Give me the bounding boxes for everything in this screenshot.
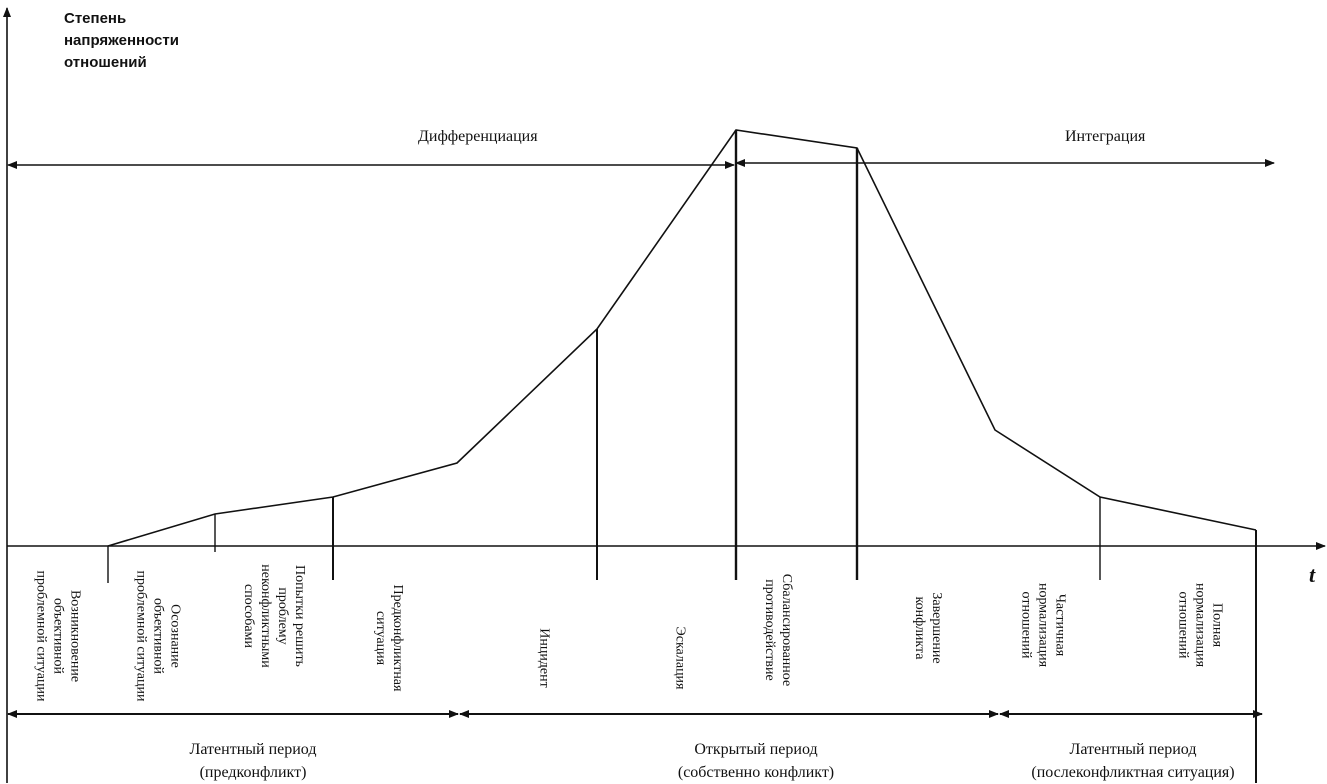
period-sub: (собственно конфликт) bbox=[677, 764, 835, 781]
x-axis-label: t bbox=[1309, 562, 1316, 587]
stage-dividers bbox=[107, 130, 1257, 783]
y-axis-label: Степень напряженности отношений bbox=[64, 10, 179, 71]
stage-label: Попытки решить проблему неконфликтными с… bbox=[241, 564, 307, 668]
period-sub: (предконфликт) bbox=[199, 764, 307, 781]
tension-curve bbox=[107, 129, 1257, 547]
period-latent-post: Латентный период (послеконфликтная ситуа… bbox=[1031, 738, 1234, 784]
period-open: Открытый период (собственно конфликт) bbox=[678, 738, 834, 784]
stage-label: Осознание объективной проблемной ситуаци… bbox=[133, 570, 183, 702]
stage-label: Частичная нормализация отношений bbox=[1018, 582, 1068, 668]
phase-differentiation-label: Дифференциация bbox=[418, 128, 538, 145]
phase-integration-label: Интеграция bbox=[1065, 128, 1146, 145]
stage-label: Эскалация bbox=[672, 626, 688, 690]
stage-label: Возникновение объективной проблемной сит… bbox=[33, 570, 83, 702]
period-name: Латентный период bbox=[189, 741, 317, 758]
period-name: Открытый период bbox=[694, 741, 818, 758]
stage-label: Сбалансированное противодействие bbox=[762, 573, 794, 687]
stage-label: Предконфликтная ситуация bbox=[373, 584, 405, 692]
period-sub: (послеконфликтная ситуация) bbox=[1031, 764, 1235, 781]
period-latent-pre: Латентный период (предконфликт) bbox=[190, 738, 317, 784]
stage-label: Завершение конфликта bbox=[912, 592, 944, 664]
stage-label: Полная нормализация отношений bbox=[1175, 582, 1225, 668]
period-name: Латентный период bbox=[1069, 741, 1197, 758]
stage-label: Инцидент bbox=[536, 628, 552, 688]
